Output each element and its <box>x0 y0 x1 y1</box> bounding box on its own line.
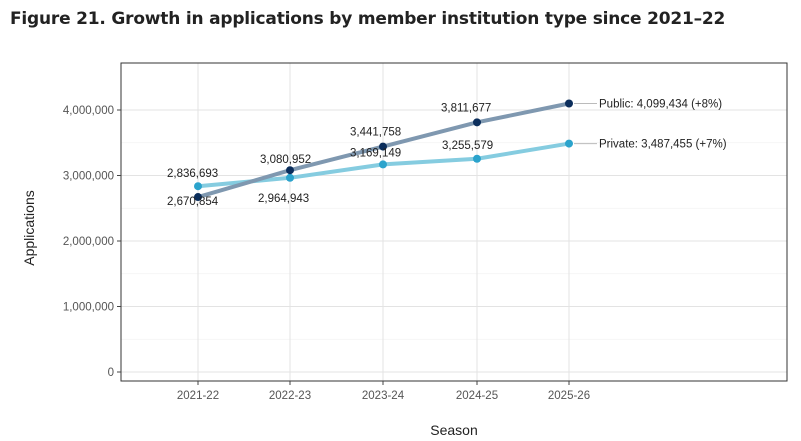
point-private <box>473 154 481 163</box>
data-label-private: 3,169,149 <box>350 147 401 159</box>
x-axis-title: Season <box>430 422 477 438</box>
data-label-public: 2,670,854 <box>167 196 219 208</box>
point-private <box>379 160 387 169</box>
data-labels: 2,670,854 3,080,952 3,441,758 3,811,677 Publ… <box>167 98 727 208</box>
plot-panel-border <box>120 62 788 382</box>
x-tick-label: 2025-26 <box>548 390 590 402</box>
point-public <box>194 193 202 202</box>
point-public <box>286 166 294 175</box>
data-label-public: 3,811,677 <box>441 102 491 114</box>
x-tick-label: 2023-24 <box>362 390 405 402</box>
x-axis: 2021-22 2022-23 2023-24 2024-25 2025-26 <box>177 381 590 402</box>
figure-title: Figure 21. Growth in applications by mem… <box>10 9 726 29</box>
x-tick-label: 2022-23 <box>269 390 311 402</box>
x-tick-label: 2021-22 <box>177 390 219 402</box>
y-tick-label: 4,000,000 <box>63 105 114 117</box>
point-public <box>565 99 573 108</box>
point-private <box>286 173 294 182</box>
y-tick-label: 0 <box>108 367 114 379</box>
point-private <box>565 139 573 148</box>
data-label-private: 3,255,579 <box>442 140 493 152</box>
y-tick-label: 1,000,000 <box>63 302 114 314</box>
data-label-public: 3,080,952 <box>260 154 311 166</box>
data-label-private: 2,836,693 <box>167 168 218 180</box>
series-layer <box>194 99 573 202</box>
end-label-public: Public: 4,099,434 (+8%) <box>599 98 722 110</box>
point-public <box>379 142 387 151</box>
data-label-private: 2,964,943 <box>258 193 309 205</box>
data-label-public: 3,441,758 <box>350 127 401 139</box>
y-axis: 0 1,000,000 2,000,000 3,000,000 4,000,000 <box>63 105 121 379</box>
end-label-private: Private: 3,487,455 (+7%) <box>599 139 727 151</box>
y-tick-label: 3,000,000 <box>63 171 114 183</box>
point-private <box>194 182 202 191</box>
point-public <box>473 118 481 127</box>
x-tick-label: 2024-25 <box>456 390 498 402</box>
gridlines <box>121 63 787 381</box>
y-axis-title: Applications <box>21 190 37 266</box>
y-tick-label: 2,000,000 <box>63 236 114 248</box>
